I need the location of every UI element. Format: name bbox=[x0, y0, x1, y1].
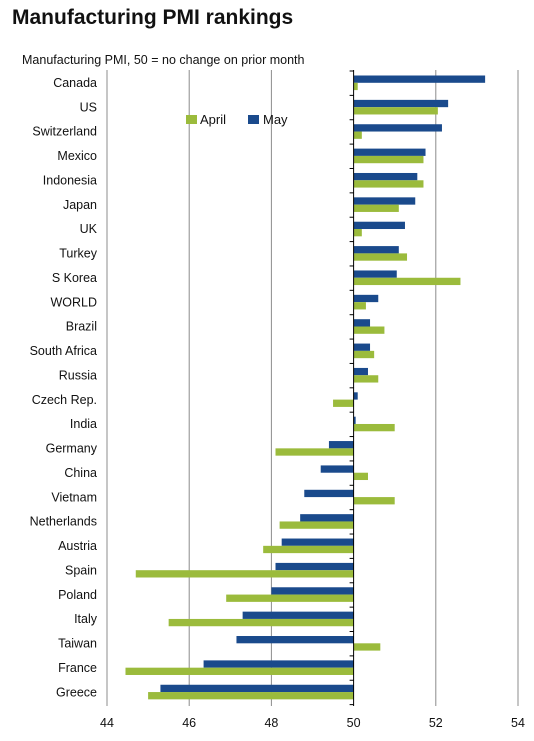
bar-april-us bbox=[353, 107, 438, 115]
bar-may-world bbox=[353, 294, 379, 303]
category-labels: Canada US Switzerland Mexico Indonesia Japan U… bbox=[30, 76, 98, 699]
bar-may-taiwan bbox=[236, 636, 354, 644]
bar-may-s-korea bbox=[353, 270, 397, 278]
bar-april-taiwan bbox=[353, 643, 381, 651]
bars bbox=[125, 75, 486, 700]
category-label: Canada bbox=[53, 76, 97, 90]
bar-may-germany bbox=[328, 441, 354, 449]
legend-swatch-may bbox=[248, 115, 259, 124]
category-label: Netherlands bbox=[30, 515, 97, 529]
x-tick-label: 46 bbox=[182, 716, 196, 730]
bar-may-vietnam bbox=[304, 489, 354, 498]
legend-swatch-april bbox=[186, 115, 197, 124]
bar-may-brazil bbox=[353, 319, 371, 327]
bar-april-mexico bbox=[353, 155, 424, 164]
bar-may-greece bbox=[160, 684, 354, 693]
bar-april-spain bbox=[135, 570, 354, 578]
bar-may-spain bbox=[275, 562, 354, 571]
bar-april-indonesia bbox=[353, 180, 424, 188]
bar-april-russia bbox=[353, 375, 379, 383]
category-label: US bbox=[80, 100, 97, 114]
bar-april-france bbox=[125, 667, 354, 675]
bar-april-italy bbox=[168, 618, 354, 627]
bar-may-russia bbox=[353, 367, 368, 376]
x-tick-label: 54 bbox=[511, 716, 525, 730]
category-label: Vietnam bbox=[51, 490, 97, 504]
bar-may-india bbox=[353, 416, 356, 424]
bar-april-turkey bbox=[353, 253, 408, 261]
bar-april-austria bbox=[263, 545, 354, 554]
x-tick-label: 44 bbox=[100, 716, 114, 730]
bar-april-brazil bbox=[353, 326, 385, 334]
category-label: Switzerland bbox=[32, 125, 97, 139]
bar-may-czech-rep bbox=[353, 392, 358, 400]
bar-may-france bbox=[203, 660, 354, 668]
category-label: S Korea bbox=[52, 271, 97, 285]
bar-april-south-africa bbox=[353, 350, 375, 359]
x-tick-label: 52 bbox=[429, 716, 443, 730]
bar-april-china bbox=[353, 472, 368, 481]
category-label: Germany bbox=[46, 442, 98, 456]
category-label: Russia bbox=[59, 368, 97, 382]
bar-may-italy bbox=[242, 611, 354, 619]
category-label: Japan bbox=[63, 198, 97, 212]
category-label: Greece bbox=[56, 685, 97, 699]
category-label: Brazil bbox=[66, 320, 97, 334]
bar-april-czech-rep bbox=[333, 399, 354, 407]
category-label: Taiwan bbox=[58, 637, 97, 651]
axis bbox=[349, 70, 355, 706]
legend: April May bbox=[186, 112, 288, 127]
category-label: Mexico bbox=[57, 149, 97, 163]
category-label: UK bbox=[80, 222, 98, 236]
category-label: WORLD bbox=[50, 295, 97, 309]
category-label: Poland bbox=[58, 588, 97, 602]
chart-subtitle: Manufacturing PMI, 50 = no change on pri… bbox=[22, 53, 305, 67]
bar-may-uk bbox=[353, 221, 405, 230]
chart-title: Manufacturing PMI rankings bbox=[12, 6, 294, 29]
bar-may-canada bbox=[353, 75, 486, 83]
bar-may-south-africa bbox=[353, 343, 371, 351]
category-label: India bbox=[70, 417, 97, 431]
legend-label-april: April bbox=[200, 112, 226, 127]
bar-may-austria bbox=[281, 538, 354, 546]
bar-april-world bbox=[353, 302, 366, 310]
bar-april-india bbox=[353, 423, 395, 432]
bar-april-s-korea bbox=[353, 277, 461, 286]
category-label: Austria bbox=[58, 539, 97, 553]
category-label: Spain bbox=[65, 563, 97, 577]
bar-april-netherlands bbox=[279, 521, 354, 529]
x-tick-label: 48 bbox=[264, 716, 278, 730]
bar-may-us bbox=[353, 99, 449, 108]
bar-may-netherlands bbox=[300, 514, 354, 522]
bar-april-poland bbox=[226, 594, 354, 602]
category-label: Czech Rep. bbox=[32, 393, 97, 407]
legend-label-may: May bbox=[263, 112, 288, 127]
category-label: France bbox=[58, 661, 97, 675]
category-label: South Africa bbox=[30, 344, 97, 358]
bar-may-japan bbox=[353, 197, 416, 205]
category-label: Italy bbox=[74, 612, 98, 626]
bar-may-turkey bbox=[353, 246, 399, 254]
bar-april-vietnam bbox=[353, 497, 395, 505]
bar-may-poland bbox=[271, 587, 354, 595]
bar-april-japan bbox=[353, 204, 399, 212]
bar-april-greece bbox=[148, 692, 354, 700]
bar-may-mexico bbox=[353, 148, 426, 156]
bar-april-germany bbox=[275, 448, 354, 456]
grid-lines bbox=[106, 70, 519, 706]
category-label: Indonesia bbox=[43, 173, 97, 187]
bar-april-canada bbox=[353, 82, 358, 91]
bar-may-china bbox=[320, 465, 354, 473]
category-label: China bbox=[64, 466, 97, 480]
x-tick-labels: 44 46 48 50 52 54 bbox=[100, 716, 525, 730]
x-tick-label: 50 bbox=[347, 716, 361, 730]
bar-april-switzerland bbox=[353, 131, 362, 139]
bar-may-indonesia bbox=[353, 172, 418, 181]
category-label: Turkey bbox=[59, 247, 97, 261]
bar-may-switzerland bbox=[353, 124, 442, 132]
bar-april-uk bbox=[353, 229, 362, 237]
